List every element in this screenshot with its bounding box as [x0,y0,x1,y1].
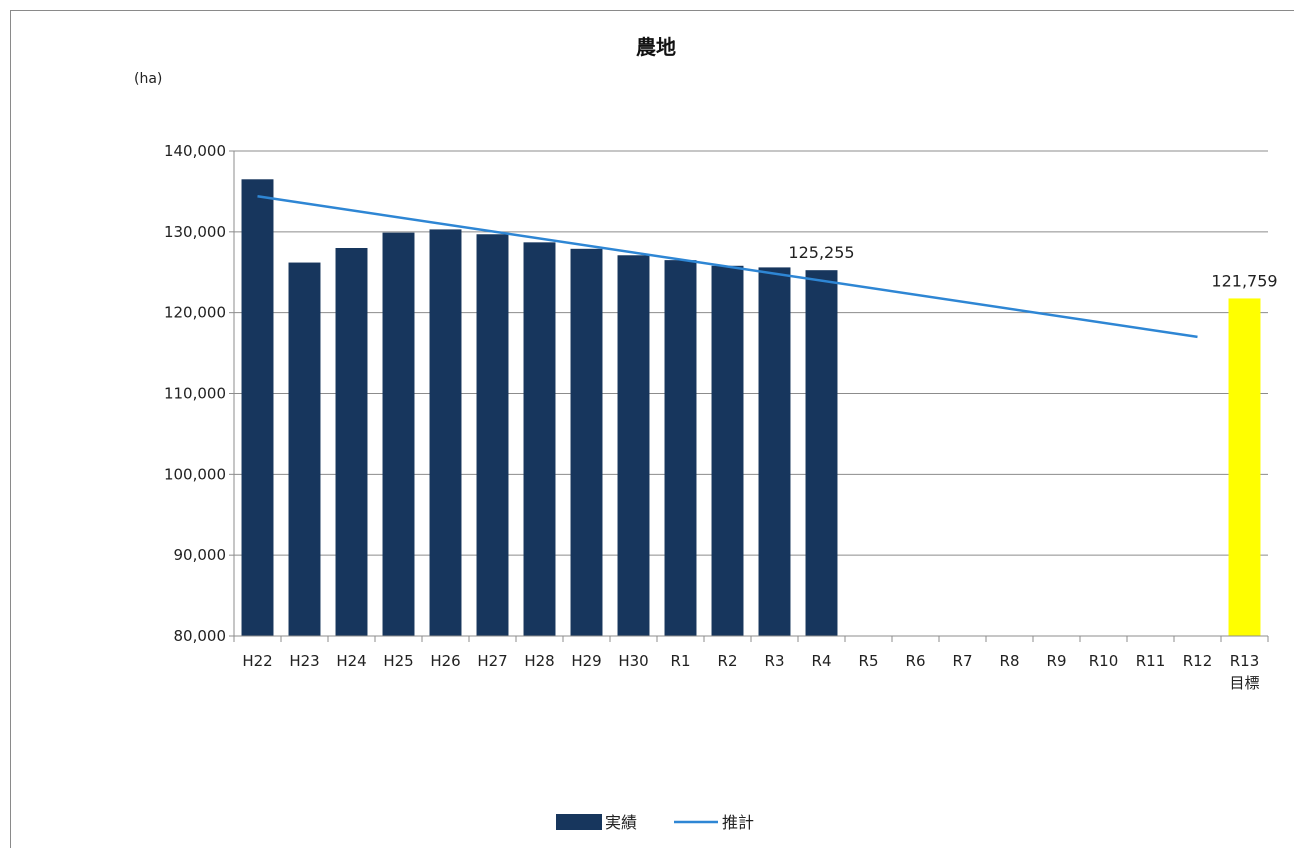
x-tick-label: H29 [571,652,601,670]
y-tick-label: 90,000 [174,546,227,564]
bar [805,270,838,636]
legend-label-bar: 実績 [605,813,637,832]
bar [523,242,556,636]
x-tick-label: R1 [671,652,691,670]
x-tick-label: R2 [718,652,738,670]
chart-title: 農地 [636,35,676,59]
chart-frame [10,10,1294,848]
y-tick-label: 130,000 [164,223,226,241]
x-tick-label: H25 [383,652,413,670]
x-tick-label: R6 [906,652,926,670]
legend-swatch-bar [556,814,602,830]
bar [476,234,509,636]
gridlines [234,150,1268,556]
y-tick-label: 100,000 [164,465,226,483]
bar [241,179,274,636]
x-tick-label: R8 [1000,652,1020,670]
trend-line-layer [257,195,1198,339]
trend-line [257,195,1198,339]
bar [1228,298,1261,636]
x-tick-sublabel: 目標 [1229,674,1259,692]
x-tick-label: R10 [1089,652,1119,670]
x-tick-label: H24 [336,652,366,670]
data-label: 125,255 [788,243,854,262]
y-unit-label: (ha) [134,71,162,87]
bar [711,265,744,636]
legend: 実績 推計 [556,813,754,832]
x-tick-label: R13 [1230,652,1260,670]
legend-label-line: 推計 [722,813,754,832]
y-tick-label: 120,000 [164,304,226,322]
x-tick-label: H28 [524,652,554,670]
bar [758,267,791,636]
bar [664,260,697,636]
y-tick-label: 80,000 [174,627,227,645]
x-tick-label: H27 [477,652,507,670]
bar [429,229,462,637]
x-tick-label: R4 [812,652,832,670]
bar [288,262,321,636]
bar [570,248,603,636]
x-tick-label: H30 [618,652,648,670]
axes [229,150,1269,642]
y-tick-label: 140,000 [164,142,226,160]
bars [241,179,1261,637]
y-tick-label: 110,000 [164,385,226,403]
x-tick-label: H26 [430,652,460,670]
bar [335,248,368,636]
bar [382,232,415,636]
x-tick-label: R9 [1047,652,1067,670]
labels: 80,000 90,000 100,000 110,000 120,000 130,000… [164,142,1278,692]
x-tick-label: R12 [1183,652,1213,670]
x-tick-label: R3 [765,652,785,670]
x-tick-label: H22 [242,652,272,670]
x-tick-label: H23 [289,652,319,670]
bar [617,255,650,636]
x-tick-label: R11 [1136,652,1166,670]
x-tick-label: R5 [859,652,879,670]
x-tick-label: R7 [953,652,973,670]
data-label: 121,759 [1211,271,1277,290]
